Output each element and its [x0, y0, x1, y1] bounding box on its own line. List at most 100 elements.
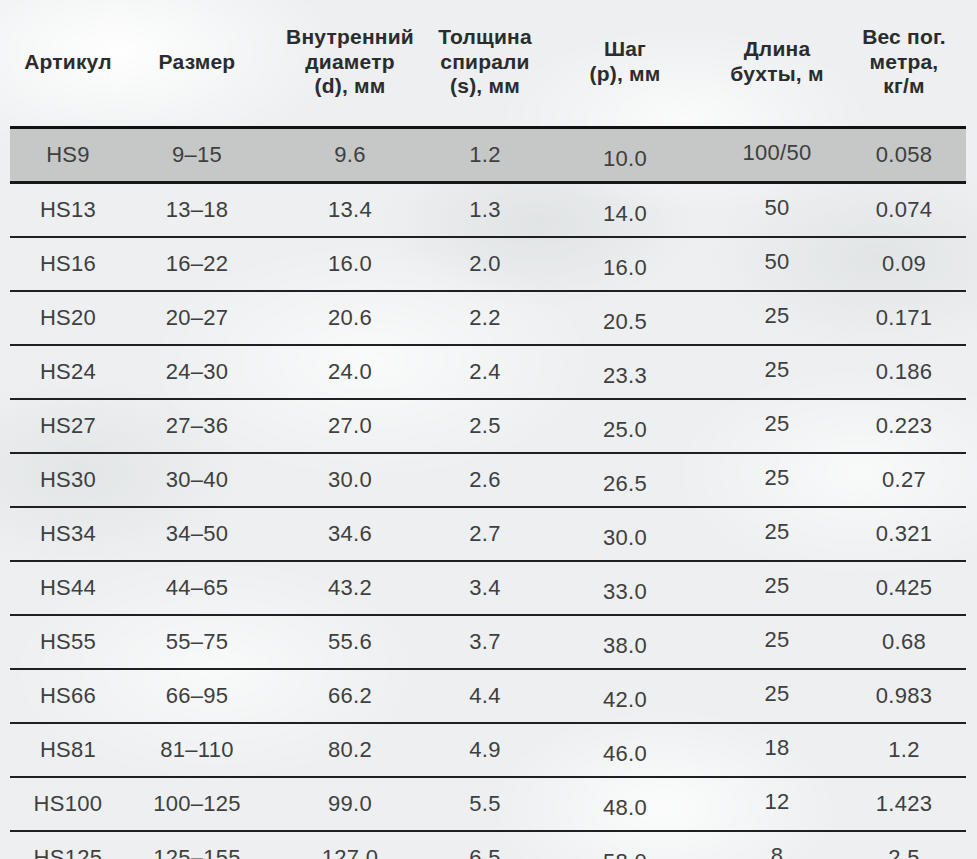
cell-coil-length: 25 — [712, 561, 842, 615]
column-header-coil-thickness: Толщина спирали (s), мм — [432, 0, 538, 128]
cell-coil-thickness: 2.2 — [432, 291, 538, 345]
cell-coil-length: 25 — [712, 453, 842, 507]
cell-pitch: 10.0 — [538, 128, 712, 183]
cell-pitch: 48.0 — [538, 777, 712, 831]
cell-weight: 0.058 — [842, 128, 966, 183]
cell-inner-diameter: 43.2 — [268, 561, 432, 615]
cell-inner-diameter: 16.0 — [268, 237, 432, 291]
cell-pitch: 33.0 — [538, 561, 712, 615]
cell-size: 13–18 — [126, 183, 268, 238]
cell-weight: 2.5 — [842, 831, 966, 859]
column-header-article: Артикул — [10, 0, 126, 128]
cell-inner-diameter: 30.0 — [268, 453, 432, 507]
cell-article: HS125 — [10, 831, 126, 859]
cell-coil-thickness: 2.0 — [432, 237, 538, 291]
column-header-pitch: Шаг (p), мм — [538, 0, 712, 128]
cell-coil-length: 25 — [712, 399, 842, 453]
cell-coil-length: 50 — [712, 183, 842, 238]
spec-table: Артикул Размер Внутренний диаметр (d), м… — [10, 0, 966, 859]
cell-coil-thickness: 2.5 — [432, 399, 538, 453]
cell-article: HS24 — [10, 345, 126, 399]
cell-size: 125–155 — [126, 831, 268, 859]
column-header-coil-length: Длина бухты, м — [712, 0, 842, 128]
cell-article: HS81 — [10, 723, 126, 777]
cell-coil-length: 18 — [712, 723, 842, 777]
cell-inner-diameter: 27.0 — [268, 399, 432, 453]
cell-inner-diameter: 55.6 — [268, 615, 432, 669]
cell-coil-thickness: 4.9 — [432, 723, 538, 777]
cell-pitch: 38.0 — [538, 615, 712, 669]
table-row: HS81 81–110 80.2 4.9 46.0 18 1.2 — [10, 723, 966, 777]
cell-inner-diameter: 20.6 — [268, 291, 432, 345]
cell-coil-length: 25 — [712, 291, 842, 345]
cell-weight: 0.09 — [842, 237, 966, 291]
table-row: HS125 125–155 127.0 6.5 58.0 8 2.5 — [10, 831, 966, 859]
cell-coil-length: 100/50 — [712, 128, 842, 183]
cell-inner-diameter: 13.4 — [268, 183, 432, 238]
cell-weight: 0.68 — [842, 615, 966, 669]
table-row: HS16 16–22 16.0 2.0 16.0 50 0.09 — [10, 237, 966, 291]
table-row: HS9 9–15 9.6 1.2 10.0 100/50 0.058 — [10, 128, 966, 183]
cell-article: HS20 — [10, 291, 126, 345]
cell-inner-diameter: 127.0 — [268, 831, 432, 859]
cell-size: 9–15 — [126, 128, 268, 183]
table-row: HS27 27–36 27.0 2.5 25.0 25 0.223 — [10, 399, 966, 453]
cell-coil-length: 25 — [712, 669, 842, 723]
cell-coil-thickness: 6.5 — [432, 831, 538, 859]
cell-pitch: 23.3 — [538, 345, 712, 399]
cell-coil-length: 25 — [712, 345, 842, 399]
cell-size: 66–95 — [126, 669, 268, 723]
cell-size: 20–27 — [126, 291, 268, 345]
table-row: HS34 34–50 34.6 2.7 30.0 25 0.321 — [10, 507, 966, 561]
cell-article: HS13 — [10, 183, 126, 238]
cell-article: HS9 — [10, 128, 126, 183]
cell-weight: 0.171 — [842, 291, 966, 345]
cell-size: 100–125 — [126, 777, 268, 831]
cell-size: 30–40 — [126, 453, 268, 507]
cell-inner-diameter: 9.6 — [268, 128, 432, 183]
cell-coil-thickness: 5.5 — [432, 777, 538, 831]
cell-pitch: 46.0 — [538, 723, 712, 777]
cell-weight: 0.425 — [842, 561, 966, 615]
cell-coil-length: 50 — [712, 237, 842, 291]
cell-pitch: 30.0 — [538, 507, 712, 561]
cell-size: 24–30 — [126, 345, 268, 399]
cell-weight: 0.223 — [842, 399, 966, 453]
table-body: HS9 9–15 9.6 1.2 10.0 100/50 0.058 HS13 … — [10, 128, 966, 859]
cell-size: 34–50 — [126, 507, 268, 561]
cell-weight: 0.074 — [842, 183, 966, 238]
cell-article: HS30 — [10, 453, 126, 507]
table-row: HS20 20–27 20.6 2.2 20.5 25 0.171 — [10, 291, 966, 345]
table-row: HS55 55–75 55.6 3.7 38.0 25 0.68 — [10, 615, 966, 669]
cell-article: HS27 — [10, 399, 126, 453]
table-row: HS13 13–18 13.4 1.3 14.0 50 0.074 — [10, 183, 966, 238]
cell-size: 16–22 — [126, 237, 268, 291]
cell-coil-thickness: 2.4 — [432, 345, 538, 399]
cell-coil-length: 25 — [712, 507, 842, 561]
cell-coil-thickness: 2.7 — [432, 507, 538, 561]
cell-article: HS66 — [10, 669, 126, 723]
table-row: HS30 30–40 30.0 2.6 26.5 25 0.27 — [10, 453, 966, 507]
cell-inner-diameter: 99.0 — [268, 777, 432, 831]
cell-size: 27–36 — [126, 399, 268, 453]
table-row: HS66 66–95 66.2 4.4 42.0 25 0.983 — [10, 669, 966, 723]
column-header-weight: Вес пог. метра, кг/м — [842, 0, 966, 128]
table-row: HS44 44–65 43.2 3.4 33.0 25 0.425 — [10, 561, 966, 615]
cell-coil-length: 8 — [712, 831, 842, 859]
cell-pitch: 16.0 — [538, 237, 712, 291]
cell-coil-thickness: 4.4 — [432, 669, 538, 723]
cell-coil-thickness: 3.7 — [432, 615, 538, 669]
cell-pitch: 14.0 — [538, 183, 712, 238]
cell-size: 81–110 — [126, 723, 268, 777]
cell-coil-thickness: 1.3 — [432, 183, 538, 238]
cell-pitch: 20.5 — [538, 291, 712, 345]
header-row: Артикул Размер Внутренний диаметр (d), м… — [10, 0, 966, 128]
cell-pitch: 25.0 — [538, 399, 712, 453]
cell-coil-thickness: 2.6 — [432, 453, 538, 507]
cell-pitch: 58.0 — [538, 831, 712, 859]
cell-coil-length: 12 — [712, 777, 842, 831]
cell-coil-length: 25 — [712, 615, 842, 669]
cell-inner-diameter: 24.0 — [268, 345, 432, 399]
cell-pitch: 42.0 — [538, 669, 712, 723]
table-row: HS100 100–125 99.0 5.5 48.0 12 1.423 — [10, 777, 966, 831]
